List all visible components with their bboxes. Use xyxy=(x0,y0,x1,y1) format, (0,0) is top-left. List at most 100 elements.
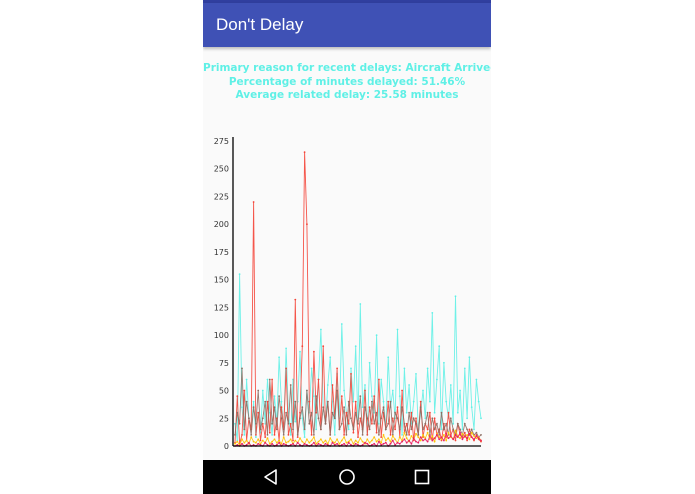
data-point xyxy=(250,436,253,438)
data-point xyxy=(470,428,473,431)
data-point xyxy=(317,442,320,445)
data-point xyxy=(350,417,352,420)
data-point xyxy=(310,367,313,370)
data-point xyxy=(301,345,304,348)
data-point xyxy=(308,441,311,444)
data-point xyxy=(405,441,408,444)
data-point xyxy=(359,303,362,305)
data-point xyxy=(266,434,269,436)
data-point xyxy=(331,384,334,386)
data-point xyxy=(271,440,273,443)
data-point xyxy=(359,417,362,420)
data-point xyxy=(340,444,343,446)
data-point xyxy=(422,434,424,436)
data-point xyxy=(350,367,352,370)
data-point xyxy=(241,442,243,445)
y-tick-label: 225 xyxy=(214,192,229,201)
series-2 xyxy=(234,367,482,438)
data-point xyxy=(375,431,378,434)
data-point xyxy=(296,434,299,436)
data-point xyxy=(273,438,276,441)
data-point xyxy=(303,428,306,431)
data-point xyxy=(403,431,406,434)
data-point xyxy=(364,406,366,409)
data-point xyxy=(245,400,248,403)
data-point xyxy=(317,440,320,443)
data-point xyxy=(364,441,366,444)
data-point xyxy=(306,444,308,446)
data-point xyxy=(275,428,278,431)
data-point xyxy=(310,411,313,414)
data-point xyxy=(271,442,273,445)
data-point xyxy=(278,439,280,442)
home-icon[interactable] xyxy=(337,467,357,487)
data-point xyxy=(359,437,362,440)
data-point xyxy=(447,431,450,434)
data-point xyxy=(250,434,253,436)
data-point xyxy=(415,417,417,420)
data-point xyxy=(245,439,248,442)
recents-icon[interactable] xyxy=(412,467,432,487)
data-point xyxy=(359,395,362,397)
data-point xyxy=(401,389,403,392)
data-point xyxy=(387,356,390,359)
data-point xyxy=(285,347,287,350)
data-point xyxy=(436,378,438,381)
data-point xyxy=(401,434,403,436)
data-point xyxy=(468,356,471,359)
data-point xyxy=(452,422,455,425)
phone-screen: Don't Delay Primary reason for recent de… xyxy=(203,0,491,494)
data-point xyxy=(396,328,399,331)
data-point xyxy=(405,422,408,425)
data-point xyxy=(357,422,359,425)
data-point xyxy=(366,434,369,436)
data-point xyxy=(382,434,385,436)
data-point xyxy=(459,389,461,392)
data-point xyxy=(433,437,436,440)
data-point xyxy=(336,438,338,441)
data-point xyxy=(296,436,299,438)
y-tick-label: 150 xyxy=(214,276,229,285)
data-point xyxy=(391,389,394,392)
data-point xyxy=(280,417,283,420)
data-point xyxy=(389,434,392,436)
data-point xyxy=(431,435,434,437)
data-point xyxy=(378,434,380,436)
series-line xyxy=(234,152,482,444)
data-point xyxy=(387,400,390,403)
data-point xyxy=(466,428,468,431)
data-point xyxy=(292,378,294,381)
data-point xyxy=(475,431,478,434)
data-point xyxy=(313,395,315,397)
data-point xyxy=(236,444,239,446)
app-title: Don't Delay xyxy=(216,15,304,34)
data-point xyxy=(401,406,403,409)
data-point xyxy=(463,367,466,370)
data-point xyxy=(429,435,431,437)
data-point xyxy=(287,440,290,443)
data-point xyxy=(391,417,394,420)
data-point xyxy=(282,442,285,445)
data-point xyxy=(470,406,473,409)
data-point xyxy=(271,434,273,436)
data-point xyxy=(255,422,257,425)
data-point xyxy=(340,422,343,425)
data-point xyxy=(259,439,262,442)
data-point xyxy=(387,422,390,425)
data-point xyxy=(419,439,422,442)
data-point xyxy=(394,444,396,446)
data-point xyxy=(299,417,301,420)
data-point xyxy=(320,438,322,441)
data-point xyxy=(480,417,482,420)
back-icon[interactable] xyxy=(261,467,281,487)
data-point xyxy=(303,151,306,153)
data-point xyxy=(324,422,327,425)
data-point xyxy=(310,444,313,446)
data-point xyxy=(266,400,269,403)
data-point xyxy=(375,411,378,414)
data-point xyxy=(412,417,415,420)
data-point xyxy=(333,441,336,444)
data-point xyxy=(417,436,420,438)
data-point xyxy=(289,444,292,446)
data-point xyxy=(477,400,480,403)
